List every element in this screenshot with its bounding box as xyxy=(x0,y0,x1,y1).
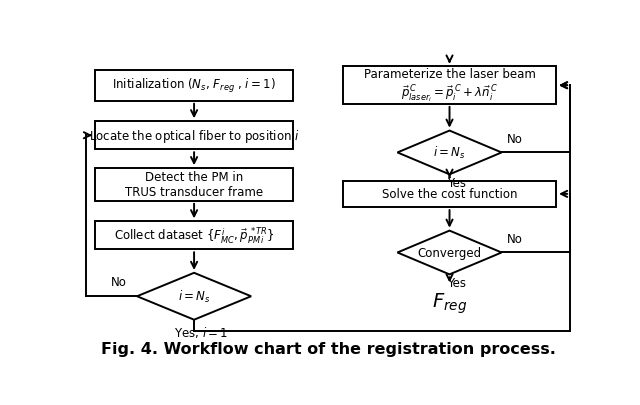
Text: Detect the PM in
TRUS transducer frame: Detect the PM in TRUS transducer frame xyxy=(125,171,263,199)
Text: No: No xyxy=(507,232,522,245)
Text: $\mathbf{\it{F}_{reg}}$: $\mathbf{\it{F}_{reg}}$ xyxy=(432,290,467,315)
Text: Fig. 4. Workflow chart of the registration process.: Fig. 4. Workflow chart of the registrati… xyxy=(100,341,556,356)
Text: Yes: Yes xyxy=(447,276,467,289)
FancyBboxPatch shape xyxy=(95,70,293,102)
FancyBboxPatch shape xyxy=(343,67,556,105)
Text: Initialization ($N_s$, $F_{reg}$ , $i = 1$): Initialization ($N_s$, $F_{reg}$ , $i = … xyxy=(112,77,276,95)
FancyBboxPatch shape xyxy=(95,168,293,201)
Text: Yes: Yes xyxy=(447,177,467,190)
Text: Collect dataset $\{F^{i}_{MC},\vec{p}^{\,*TR}_{PM\,i}\}$: Collect dataset $\{F^{i}_{MC},\vec{p}^{\… xyxy=(114,226,275,245)
Text: $i = N_s$: $i = N_s$ xyxy=(433,145,466,161)
Text: No: No xyxy=(111,276,127,289)
Polygon shape xyxy=(397,231,502,275)
Text: Yes, $i = 1$: Yes, $i = 1$ xyxy=(175,324,228,339)
Text: Solve the cost function: Solve the cost function xyxy=(382,188,517,201)
Polygon shape xyxy=(397,131,502,175)
FancyBboxPatch shape xyxy=(95,222,293,250)
Polygon shape xyxy=(137,273,251,320)
FancyBboxPatch shape xyxy=(95,122,293,150)
Text: Converged: Converged xyxy=(417,246,481,259)
Text: $i = N_s$: $i = N_s$ xyxy=(178,288,211,305)
Text: Locate the optical fiber to position $i$: Locate the optical fiber to position $i$ xyxy=(89,128,300,145)
Text: Parameterize the laser beam
$\vec{p}^{\,C}_{laser_i} = \vec{p}^{\,C}_i + \lambda: Parameterize the laser beam $\vec{p}^{\,… xyxy=(364,67,536,105)
Text: No: No xyxy=(507,132,522,145)
FancyBboxPatch shape xyxy=(343,181,556,208)
